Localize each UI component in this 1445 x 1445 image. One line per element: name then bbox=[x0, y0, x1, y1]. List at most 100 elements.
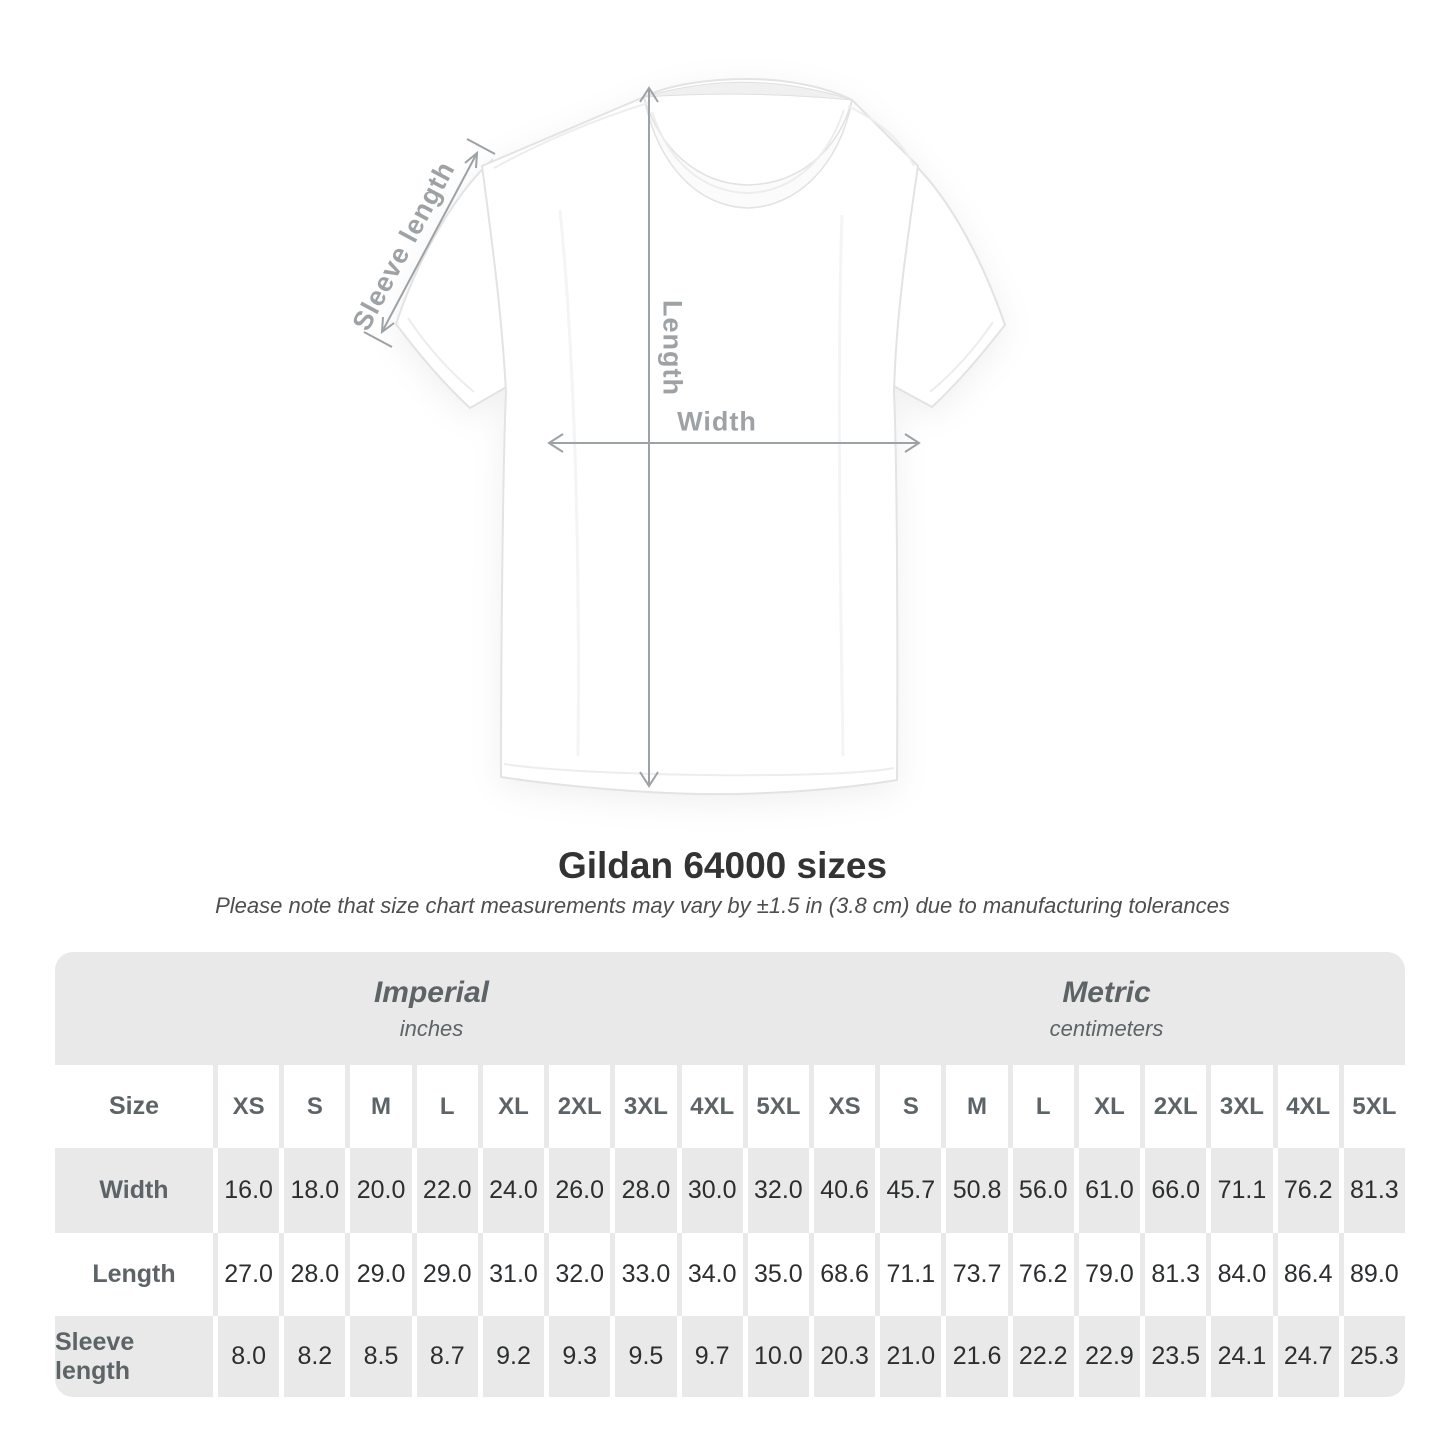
size-cell: XS bbox=[218, 1065, 280, 1148]
imperial-section-header: Imperial inches bbox=[55, 952, 808, 1065]
size-cell: 4XL bbox=[681, 1065, 743, 1148]
size-cell: 3XL bbox=[1211, 1065, 1273, 1148]
value-cell: 10.0 bbox=[747, 1316, 809, 1397]
imperial-unit: inches bbox=[399, 1015, 464, 1041]
value-cell: 26.0 bbox=[549, 1148, 611, 1233]
value-cell: 27.0 bbox=[218, 1233, 280, 1316]
value-cell: 22.2 bbox=[1012, 1316, 1074, 1397]
size-cell: 2XL bbox=[549, 1065, 611, 1148]
metric-unit: centimeters bbox=[1049, 1015, 1164, 1041]
value-cell: 79.0 bbox=[1078, 1233, 1141, 1316]
size-cell: 2XL bbox=[1145, 1065, 1207, 1148]
value-cell: 21.6 bbox=[946, 1316, 1008, 1397]
size-cell: XS bbox=[813, 1065, 876, 1148]
value-cell: 22.9 bbox=[1078, 1316, 1141, 1397]
value-cell: 34.0 bbox=[681, 1233, 743, 1316]
size-table: Imperial inches Metric centimeters Size … bbox=[55, 952, 1405, 1397]
value-cell: 86.4 bbox=[1277, 1233, 1339, 1316]
metric-section-header: Metric centimeters bbox=[808, 952, 1405, 1065]
width-arrow bbox=[547, 433, 921, 453]
value-cell: 40.6 bbox=[813, 1148, 876, 1233]
tshirt-diagram: Sleeve length Length Width bbox=[346, 77, 1007, 796]
size-cell: L bbox=[1012, 1065, 1074, 1148]
value-cell: 31.0 bbox=[482, 1233, 545, 1316]
tolerance-note: Please note that size chart measurements… bbox=[215, 893, 1230, 918]
value-cell: 8.7 bbox=[416, 1316, 478, 1397]
value-cell: 29.0 bbox=[416, 1233, 478, 1316]
value-cell: 68.6 bbox=[813, 1233, 876, 1316]
value-cell: 28.0 bbox=[615, 1148, 677, 1233]
row-label: Sleeve length bbox=[55, 1316, 213, 1397]
value-cell: 76.2 bbox=[1277, 1148, 1339, 1233]
value-cell: 22.0 bbox=[416, 1148, 478, 1233]
value-cell: 18.0 bbox=[284, 1148, 346, 1233]
sleeve-length-arrow bbox=[363, 138, 496, 348]
value-cell: 24.0 bbox=[482, 1148, 545, 1233]
tshirt-body bbox=[480, 77, 920, 796]
value-cell: 16.0 bbox=[218, 1148, 280, 1233]
value-cell: 24.1 bbox=[1211, 1316, 1273, 1397]
value-cell: 9.2 bbox=[482, 1316, 545, 1397]
value-cell: 32.0 bbox=[747, 1148, 809, 1233]
value-cell: 32.0 bbox=[549, 1233, 611, 1316]
value-cell: 20.0 bbox=[350, 1148, 412, 1233]
metric-title: Metric bbox=[1062, 975, 1151, 1009]
value-cell: 8.2 bbox=[284, 1316, 346, 1397]
value-cell: 50.8 bbox=[946, 1148, 1008, 1233]
value-cell: 61.0 bbox=[1078, 1148, 1141, 1233]
value-cell: 8.5 bbox=[350, 1316, 412, 1397]
size-header-row: Size XS S M L XL 2XL 3XL 4XL 5XL XS S M … bbox=[55, 1065, 1405, 1148]
size-cell: XL bbox=[1078, 1065, 1141, 1148]
tshirt-collar bbox=[643, 96, 853, 209]
value-cell: 25.3 bbox=[1343, 1316, 1405, 1397]
value-cell: 30.0 bbox=[681, 1148, 743, 1233]
value-cell: 8.0 bbox=[218, 1316, 280, 1397]
value-cell: 56.0 bbox=[1012, 1148, 1074, 1233]
length-row: Length 27.0 28.0 29.0 29.0 31.0 32.0 33.… bbox=[55, 1233, 1405, 1316]
size-cell: 5XL bbox=[1343, 1065, 1405, 1148]
size-cell: S bbox=[284, 1065, 346, 1148]
value-cell: 66.0 bbox=[1145, 1148, 1207, 1233]
value-cell: 20.3 bbox=[813, 1316, 876, 1397]
value-cell: 76.2 bbox=[1012, 1233, 1074, 1316]
length-label: Length bbox=[657, 300, 688, 396]
size-cell: 4XL bbox=[1277, 1065, 1339, 1148]
size-cell: 3XL bbox=[615, 1065, 677, 1148]
value-cell: 81.3 bbox=[1145, 1233, 1207, 1316]
value-cell: 81.3 bbox=[1343, 1148, 1405, 1233]
size-cell: M bbox=[350, 1065, 412, 1148]
value-cell: 33.0 bbox=[615, 1233, 677, 1316]
sleeve-length-row: Sleeve length 8.0 8.2 8.5 8.7 9.2 9.3 9.… bbox=[55, 1316, 1405, 1397]
units-header-band: Imperial inches Metric centimeters bbox=[55, 952, 1405, 1065]
value-cell: 21.0 bbox=[880, 1316, 942, 1397]
value-cell: 28.0 bbox=[284, 1233, 346, 1316]
tshirt-image bbox=[363, 77, 1007, 796]
length-arrow bbox=[639, 86, 659, 788]
imperial-title: Imperial bbox=[373, 975, 490, 1009]
size-cell: L bbox=[416, 1065, 478, 1148]
corner-label: Size bbox=[55, 1065, 213, 1148]
value-cell: 35.0 bbox=[747, 1233, 809, 1316]
value-cell: 89.0 bbox=[1343, 1233, 1405, 1316]
value-cell: 23.5 bbox=[1145, 1316, 1207, 1397]
value-cell: 9.5 bbox=[615, 1316, 677, 1397]
value-cell: 73.7 bbox=[946, 1233, 1008, 1316]
value-cell: 9.3 bbox=[549, 1316, 611, 1397]
value-cell: 84.0 bbox=[1211, 1233, 1273, 1316]
size-cell: S bbox=[880, 1065, 942, 1148]
row-label: Width bbox=[55, 1148, 213, 1233]
width-row: Width 16.0 18.0 20.0 22.0 24.0 26.0 28.0… bbox=[55, 1148, 1405, 1233]
value-cell: 71.1 bbox=[880, 1233, 942, 1316]
row-label: Length bbox=[55, 1233, 213, 1316]
size-cell: XL bbox=[482, 1065, 545, 1148]
size-cell: 5XL bbox=[747, 1065, 809, 1148]
size-cell: M bbox=[946, 1065, 1008, 1148]
value-cell: 24.7 bbox=[1277, 1316, 1339, 1397]
page-title: Gildan 64000 sizes bbox=[557, 845, 888, 886]
width-label: Width bbox=[677, 406, 757, 437]
value-cell: 71.1 bbox=[1211, 1148, 1273, 1233]
value-cell: 29.0 bbox=[350, 1233, 412, 1316]
value-cell: 45.7 bbox=[880, 1148, 942, 1233]
value-cell: 9.7 bbox=[681, 1316, 743, 1397]
